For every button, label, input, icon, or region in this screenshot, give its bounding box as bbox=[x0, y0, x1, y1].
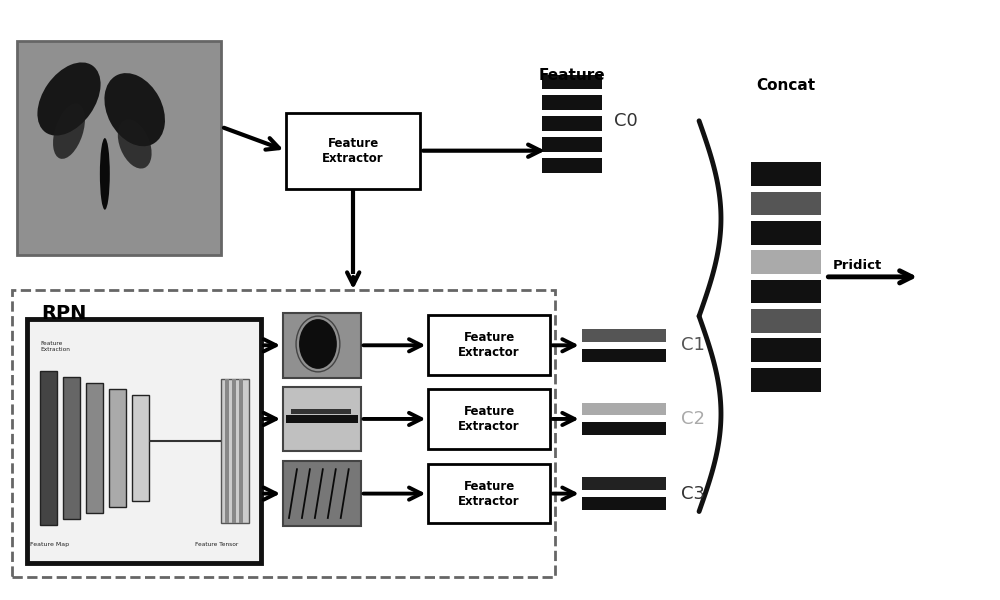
Ellipse shape bbox=[100, 138, 110, 210]
Bar bbox=[542, 74, 602, 89]
Bar bbox=[132, 395, 149, 501]
Text: Feature Map: Feature Map bbox=[30, 542, 69, 547]
Bar bbox=[63, 377, 80, 519]
Bar bbox=[40, 371, 57, 525]
Text: Concat: Concat bbox=[756, 78, 815, 93]
Text: RPN: RPN bbox=[41, 304, 87, 323]
Text: C1: C1 bbox=[681, 336, 705, 354]
Text: Feature
Extraction: Feature Extraction bbox=[40, 341, 70, 352]
Bar bbox=[225, 379, 229, 523]
Bar bbox=[283, 461, 361, 526]
Bar bbox=[428, 316, 550, 375]
Text: Feature: Feature bbox=[538, 68, 605, 83]
Bar bbox=[232, 379, 236, 523]
Bar bbox=[239, 379, 243, 523]
Bar bbox=[582, 497, 666, 510]
Text: Feature
Extractor: Feature Extractor bbox=[458, 479, 520, 508]
Ellipse shape bbox=[299, 319, 337, 369]
Bar bbox=[751, 191, 821, 215]
Bar bbox=[751, 338, 821, 362]
Text: Feature
Extractor: Feature Extractor bbox=[458, 331, 520, 359]
Text: C3: C3 bbox=[681, 485, 705, 503]
Bar bbox=[751, 250, 821, 274]
Bar bbox=[751, 368, 821, 392]
Bar bbox=[221, 379, 249, 523]
Bar bbox=[291, 409, 351, 414]
Bar bbox=[582, 477, 666, 490]
Bar bbox=[751, 221, 821, 245]
Bar bbox=[582, 329, 666, 342]
Bar bbox=[751, 309, 821, 333]
Ellipse shape bbox=[104, 73, 165, 146]
Bar bbox=[542, 137, 602, 152]
Bar bbox=[751, 280, 821, 304]
Bar bbox=[283, 386, 361, 451]
Bar bbox=[542, 95, 602, 110]
Bar bbox=[286, 415, 358, 423]
Bar bbox=[428, 389, 550, 449]
Bar bbox=[582, 403, 666, 415]
Text: C2: C2 bbox=[681, 410, 705, 428]
Text: Feature
Extractor: Feature Extractor bbox=[322, 137, 384, 164]
Bar bbox=[286, 113, 420, 188]
Bar bbox=[542, 158, 602, 173]
Bar bbox=[751, 162, 821, 186]
Ellipse shape bbox=[118, 119, 152, 169]
Bar bbox=[12, 290, 555, 577]
Bar bbox=[109, 389, 126, 507]
Bar bbox=[86, 383, 103, 513]
Text: Feature Tensor: Feature Tensor bbox=[195, 542, 238, 547]
Bar bbox=[582, 349, 666, 362]
Bar bbox=[428, 464, 550, 523]
Bar bbox=[283, 313, 361, 377]
Bar bbox=[582, 422, 666, 436]
Text: Feature
Extractor: Feature Extractor bbox=[458, 405, 520, 433]
Ellipse shape bbox=[37, 62, 101, 136]
Bar bbox=[17, 41, 221, 255]
Bar bbox=[542, 116, 602, 131]
Bar bbox=[27, 319, 261, 563]
Ellipse shape bbox=[53, 103, 85, 159]
Text: Pridict: Pridict bbox=[832, 259, 882, 272]
Text: C0: C0 bbox=[614, 112, 638, 130]
